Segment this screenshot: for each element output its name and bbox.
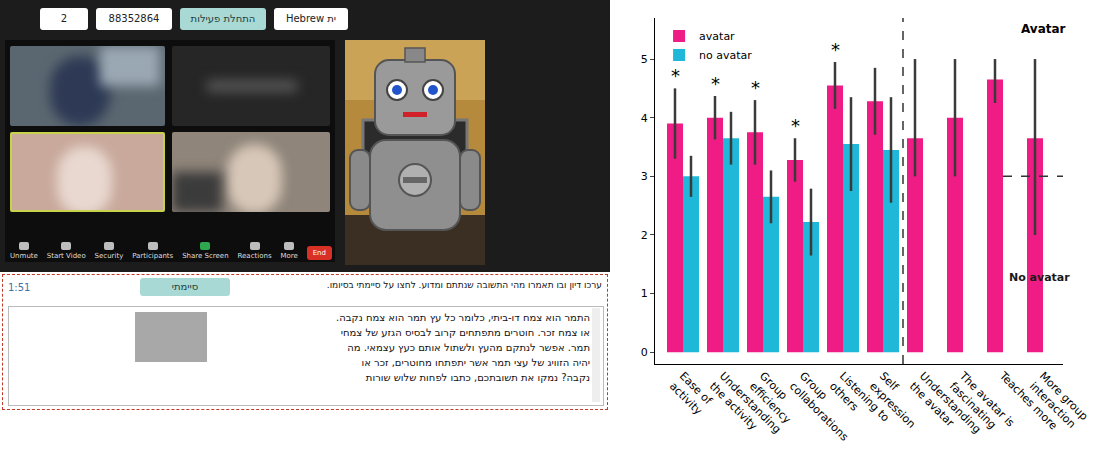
svg-text:Selfexpression: Selfexpression [867,370,928,431]
svg-text:Groupcollaborations: Groupcollaborations [787,370,861,444]
html-text:נקבה? נמקו את תשובתכם, כתבו לפ: נקבה? נמקו את תשובתכם, כתבו לפחות שלוש ש… [365,372,590,383]
svg-text:Groupefficiency: Groupefficiency [747,370,804,427]
svg-text:No avatar: No avatar [1009,271,1070,284]
html-text:2: 2 [60,13,68,24]
html-text:More: More [280,252,298,260]
svg-text:Understandingthe activity: Understandingthe activity [707,370,784,447]
html-text:ערכו דיון ובו תאמרו מהי התשובה: ערכו דיון ובו תאמרו מהי התשובה שנתתם ומד… [326,280,602,290]
html-text:Unmute: Unmute [10,252,38,260]
html-text:End: End [312,249,326,257]
html-text:Security: Security [94,252,124,260]
svg-text:0: 0 [641,346,648,359]
html-text:Participants: Participants [132,252,174,260]
html-text:Hebrew ית: Hebrew ית [285,13,337,24]
svg-text:Ease ofactivity: Ease ofactivity [667,370,716,419]
html-text:תמר. אפשר לנתקם מהעץ ולשתול או: תמר. אפשר לנתקם מהעץ ולשתול אותם כעץ עצמ… [347,342,590,353]
html-text:התחלת פעילות: התחלת פעילות [190,13,256,24]
svg-text:1: 1 [641,287,648,300]
svg-text:3: 3 [641,170,648,183]
svg-text:*: * [831,39,840,60]
svg-text:*: * [671,65,680,86]
html-text:Start Video: Start Video [46,252,86,260]
html-text:יהיה הזוויג של עצי תמר אשר יתפ: יהיה הזוויג של עצי תמר אשר יתפתחו מחוטרי… [361,357,590,368]
html-text:Reactions: Reactions [237,252,272,260]
svg-text:*: * [751,77,760,98]
svg-text:The avatar isfascinating: The avatar isfascinating [946,369,1017,440]
html-text:התמר הוא צמח דו-ביתי, כלומר כל: התמר הוא צמח דו-ביתי, כלומר כל עץ תמר הו… [336,312,590,323]
svg-text:Listening toothers: Listening toothers [827,370,892,435]
svg-text:*: * [711,73,720,94]
html-text:88352864: 88352864 [108,13,160,24]
svg-text:4: 4 [641,112,648,125]
html-text:1:51: 1:51 [8,282,31,293]
svg-text:More groupinteraction: More groupinteraction [1027,370,1091,434]
svg-text:2: 2 [641,229,648,242]
svg-text:5: 5 [641,53,648,66]
svg-text:avatar: avatar [699,30,735,43]
html-text:Share Screen: Share Screen [182,252,229,260]
svg-text:*: * [791,115,800,136]
svg-text:Teaches more: Teaches more [996,369,1060,433]
svg-text:no avatar: no avatar [699,49,752,62]
svg-text:Avatar: Avatar [1021,22,1066,36]
svg-text:Understandingthe avatar: Understandingthe avatar [907,370,984,447]
html-text:סיימתי: סיימתי [171,281,199,292]
html-text:או צמח זכר. חוטרים מתפתחים קרו: או צמח זכר. חוטרים מתפתחים קרוב לבסיס הג… [340,327,590,338]
